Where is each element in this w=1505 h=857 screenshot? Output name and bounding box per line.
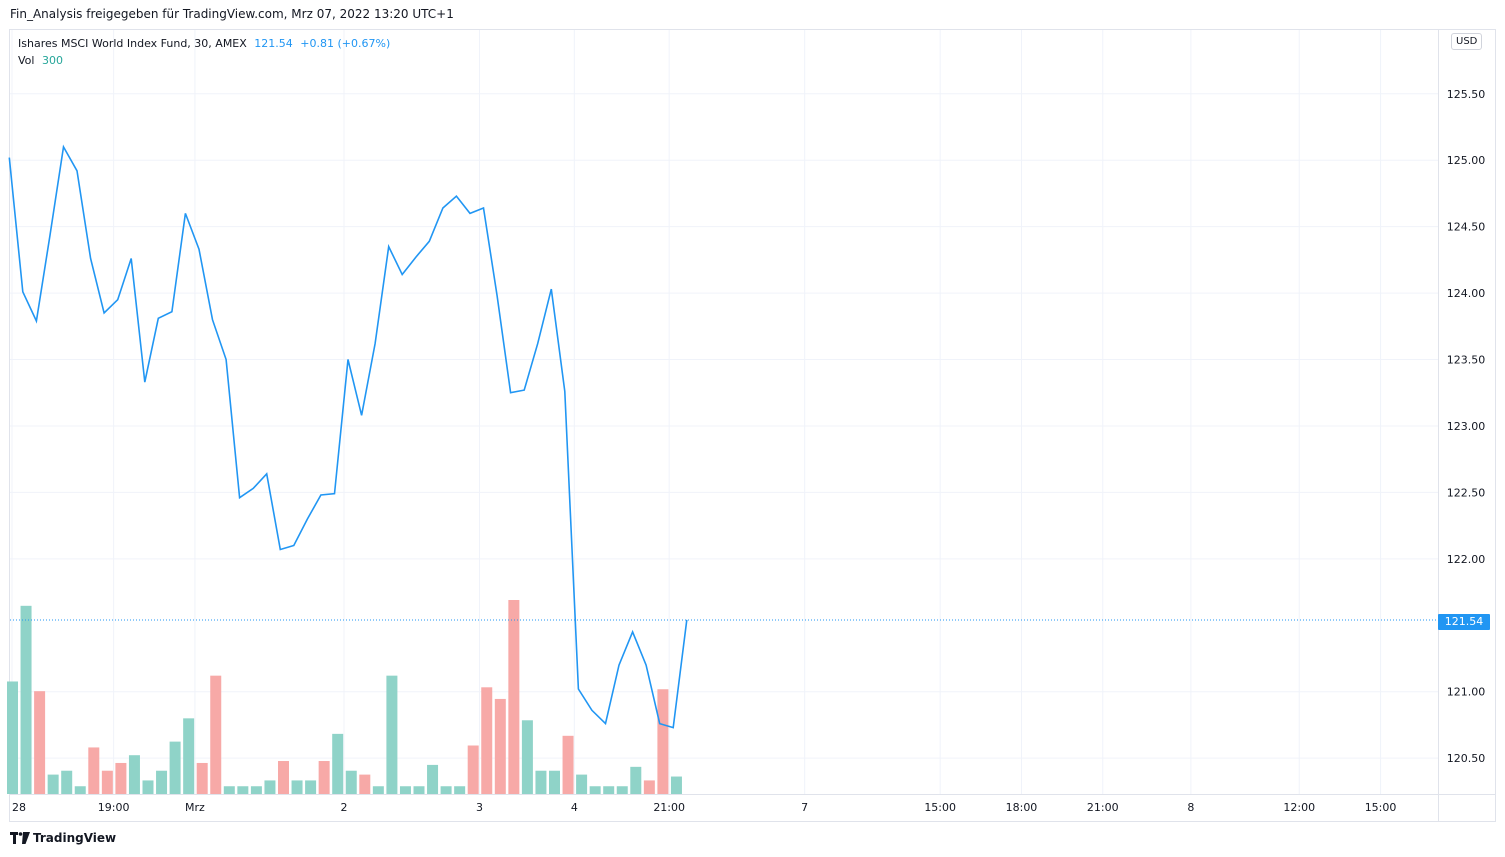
time-tick-9: 18:00	[1006, 801, 1038, 814]
volume-bar-19	[264, 780, 276, 794]
volume-bar-41	[562, 735, 574, 794]
volume-bar-5	[74, 786, 86, 794]
volume-bar-32	[440, 786, 452, 794]
symbol-row[interactable]: Ishares MSCI World Index Fund, 30, AMEX …	[18, 35, 390, 52]
shared-by-header: Fin_Analysis freigegeben für TradingView…	[10, 7, 454, 21]
volume-bar-40	[549, 770, 560, 794]
volume-row[interactable]: Vol 300	[18, 52, 390, 69]
volume-bar-4	[61, 770, 73, 794]
volume-bar-47	[643, 780, 655, 794]
volume-bar-18	[250, 786, 262, 794]
time-axis[interactable]: 28 19:00 Mrz 2 3 4 21:00 7 15:00 18:00 21:00 8 12:00…	[12, 801, 1396, 814]
volume-bar-0	[7, 681, 18, 794]
price-tick-5: 123.00	[1447, 420, 1486, 433]
time-tick-7: 7	[801, 801, 808, 814]
volume-bar-37	[508, 600, 520, 794]
volume-bar-6	[88, 747, 100, 794]
price-tick-3: 124.00	[1447, 287, 1486, 300]
price-tick-6: 122.50	[1447, 486, 1486, 499]
volume-bar-8	[115, 762, 127, 794]
price-tick-8: 121.00	[1447, 686, 1486, 699]
volume-bar-45	[616, 786, 628, 794]
symbol-description: Ishares MSCI World Index Fund, 30, AMEX	[18, 37, 247, 50]
volume-bar-27	[372, 786, 384, 794]
volume-bar-43	[589, 786, 601, 794]
time-tick-3: 2	[340, 801, 347, 814]
tradingview-logo-icon	[10, 832, 30, 844]
volume-bar-35	[481, 687, 493, 794]
volume-bar-25	[345, 770, 357, 794]
volume-bar-13	[183, 718, 195, 794]
volume-bar-20	[278, 761, 289, 794]
volume-bar-7	[101, 770, 113, 794]
volume-bar-42	[576, 774, 588, 794]
time-tick-13: 15:00	[1365, 801, 1397, 814]
price-tick-1: 125.00	[1447, 154, 1486, 167]
volume-bar-24	[332, 733, 344, 794]
volume-bar-10	[142, 780, 154, 794]
time-tick-6: 21:00	[653, 801, 685, 814]
volume-bar-48	[657, 689, 669, 794]
volume-bar-39	[535, 770, 547, 794]
price-axis[interactable]: 125.50 125.00 124.50 124.00 123.50 123.00 122.…	[1447, 88, 1486, 765]
price-tick-0: 125.50	[1447, 88, 1486, 101]
volume-bar-16	[223, 786, 235, 794]
time-tick-10: 21:00	[1087, 801, 1119, 814]
volume-bar-17	[237, 786, 249, 794]
volume-bar-12	[169, 741, 181, 794]
footer-brand[interactable]: TradingView	[10, 831, 116, 845]
volume-bar-2	[34, 691, 46, 794]
volume-bar-21	[291, 780, 303, 794]
volume-bar-15	[210, 675, 222, 794]
volume-bar-34	[467, 745, 479, 794]
price-tick-7: 122.00	[1447, 553, 1486, 566]
chart-legend: Ishares MSCI World Index Fund, 30, AMEX …	[18, 35, 390, 69]
volume-bar-9	[128, 755, 140, 794]
price-tick-4: 123.50	[1447, 354, 1486, 367]
price-change-value: +0.81 (+0.67%)	[300, 37, 391, 50]
volume-value: 300	[41, 54, 63, 67]
volume-bar-46	[630, 766, 642, 794]
last-price-tag: 121.54	[1438, 614, 1490, 630]
grid-lines	[10, 30, 1438, 794]
volume-bar-33	[454, 786, 466, 794]
time-tick-2: Mrz	[185, 801, 205, 814]
time-tick-1: 19:00	[98, 801, 130, 814]
chart-frame	[9, 29, 1496, 822]
price-tick-2: 124.50	[1447, 221, 1486, 234]
volume-bars	[7, 600, 682, 794]
time-tick-5: 4	[571, 801, 578, 814]
volume-bar-29	[399, 786, 411, 794]
footer-brand-text: TradingView	[33, 831, 117, 845]
volume-bar-36	[494, 698, 506, 794]
currency-button[interactable]: USD	[1451, 33, 1483, 50]
time-tick-11: 8	[1187, 801, 1194, 814]
time-tick-4: 3	[476, 801, 483, 814]
volume-bar-28	[386, 675, 398, 794]
volume-bar-49	[670, 776, 682, 794]
volume-bar-11	[156, 770, 168, 794]
time-tick-0: 28	[12, 801, 26, 814]
time-tick-12: 12:00	[1283, 801, 1315, 814]
volume-bar-14	[196, 762, 208, 794]
price-tick-9: 120.50	[1447, 752, 1486, 765]
volume-bar-1	[20, 605, 32, 794]
volume-bar-23	[318, 761, 330, 794]
volume-bar-26	[359, 774, 371, 794]
volume-label: Vol	[18, 54, 35, 67]
volume-bar-44	[603, 786, 615, 794]
price-series-line	[8, 144, 688, 729]
volume-bar-31	[427, 764, 439, 794]
time-tick-8: 15:00	[924, 801, 956, 814]
volume-bar-30	[413, 786, 425, 794]
last-price-value: 121.54	[254, 37, 293, 50]
volume-bar-38	[521, 720, 533, 794]
volume-bar-3	[47, 774, 59, 794]
volume-bar-22	[305, 780, 317, 794]
